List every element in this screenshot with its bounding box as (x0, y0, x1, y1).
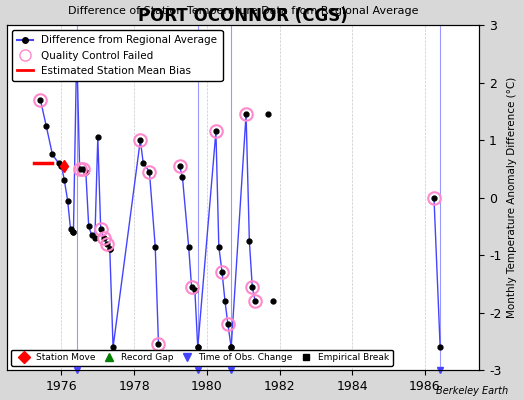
Legend: Station Move, Record Gap, Time of Obs. Change, Empirical Break: Station Move, Record Gap, Time of Obs. C… (12, 350, 393, 366)
Text: Berkeley Earth: Berkeley Earth (436, 386, 508, 396)
Y-axis label: Monthly Temperature Anomaly Difference (°C): Monthly Temperature Anomaly Difference (… (507, 77, 517, 318)
Title: PORT OCONNOR (CGS): PORT OCONNOR (CGS) (138, 7, 348, 25)
Text: Difference of Station Temperature Data from Regional Average: Difference of Station Temperature Data f… (68, 6, 419, 16)
